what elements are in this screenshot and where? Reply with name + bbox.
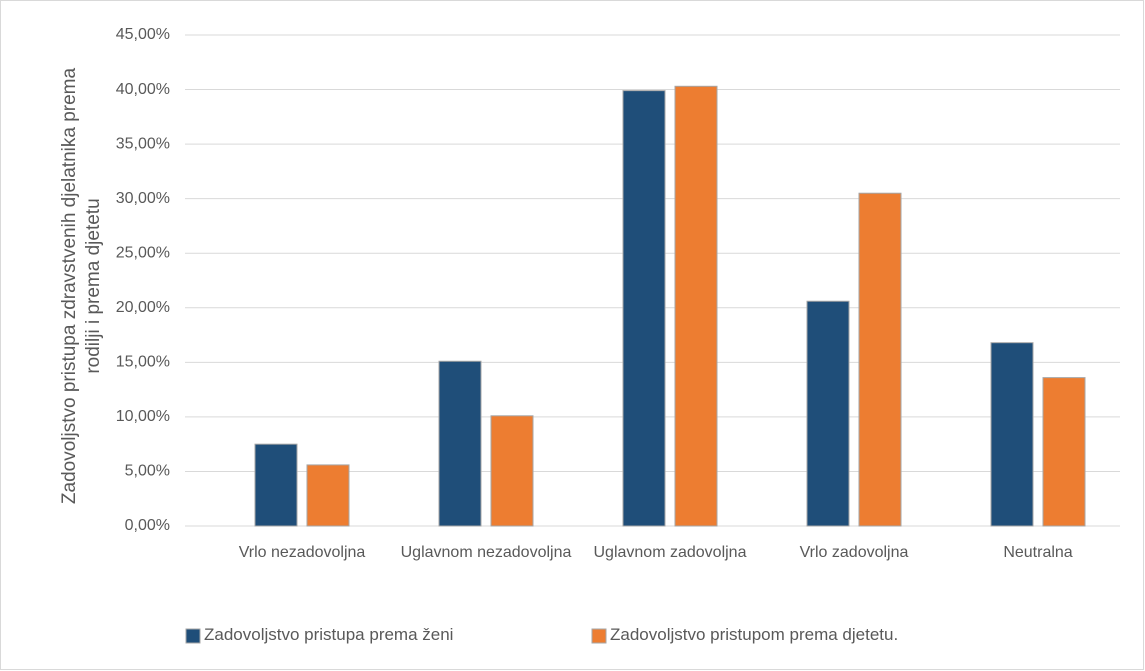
y-tick-label: 45,00% xyxy=(116,26,170,43)
bar xyxy=(254,443,298,527)
y-axis-label: Zadovoljstvo pristupa zdravstvenih djela… xyxy=(59,67,104,505)
bar xyxy=(674,85,718,527)
bar xyxy=(306,464,350,527)
y-tick-label: 30,00% xyxy=(116,190,170,207)
bar xyxy=(1042,377,1086,527)
y-tick-label: 35,00% xyxy=(116,135,170,152)
bar xyxy=(990,342,1034,527)
legend-label: Zadovoljstvo pristupa prema ženi xyxy=(204,625,454,644)
x-tick-label: Vrlo nezadovoljna xyxy=(238,544,366,561)
y-tick-label: 40,00% xyxy=(116,81,170,98)
bar xyxy=(438,360,482,527)
x-tick-label: Uglavnom nezadovoljna xyxy=(400,544,572,561)
x-tick-label: Uglavnom zadovoljna xyxy=(593,544,747,561)
legend-swatch xyxy=(591,628,607,644)
y-tick-label: 15,00% xyxy=(116,354,170,371)
bar xyxy=(806,300,850,527)
y-tick-label: 5,00% xyxy=(125,463,170,480)
bar xyxy=(490,415,534,527)
bar xyxy=(858,192,902,527)
y-tick-label: 0,00% xyxy=(125,517,170,534)
bar xyxy=(622,90,666,527)
x-tick-label: Neutralna xyxy=(1003,544,1073,561)
y-tick-label: 20,00% xyxy=(116,299,170,316)
y-tick-label: 10,00% xyxy=(116,408,170,425)
legend-label: Zadovoljstvo pristupom prema djetetu. xyxy=(610,625,899,644)
legend-swatch xyxy=(185,628,201,644)
y-tick-label: 25,00% xyxy=(116,244,170,261)
x-tick-label: Vrlo zadovoljna xyxy=(799,544,909,561)
